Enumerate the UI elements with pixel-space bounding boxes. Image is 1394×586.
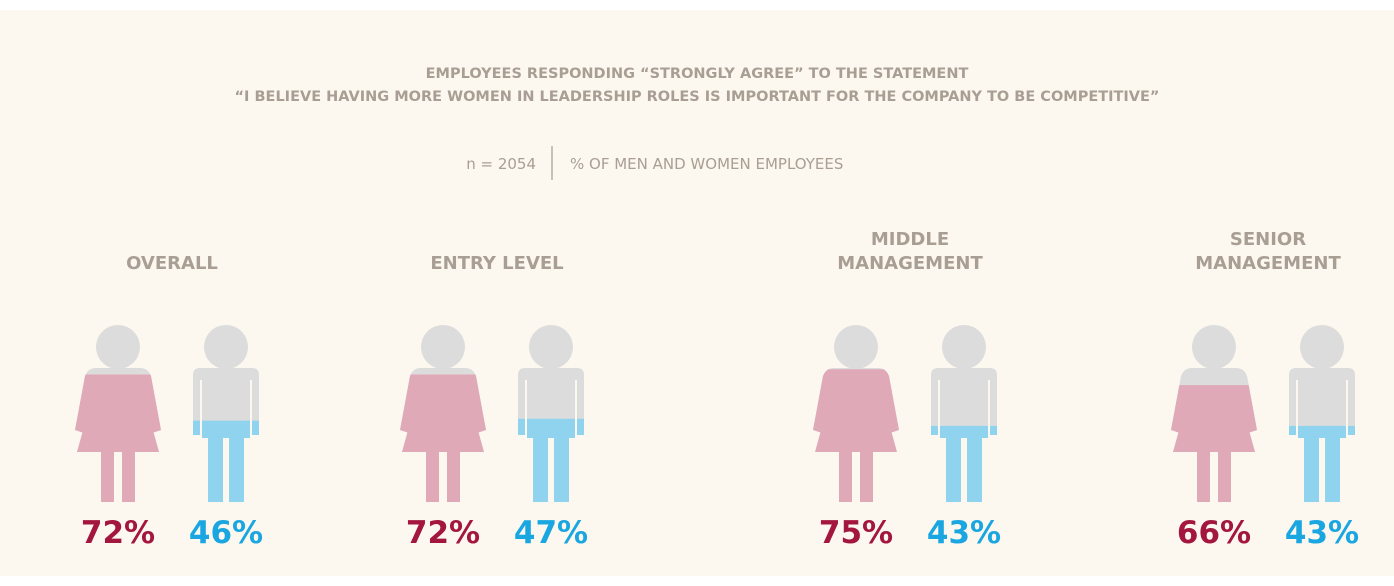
head xyxy=(96,325,140,369)
figure-fill xyxy=(518,418,584,502)
leg xyxy=(229,436,244,502)
leg xyxy=(1325,436,1340,502)
leg xyxy=(426,450,439,502)
category-label: OVERALL xyxy=(126,253,218,274)
leg xyxy=(860,450,873,502)
body xyxy=(813,369,899,452)
value-label: 72% xyxy=(406,515,480,551)
value-label: 72% xyxy=(81,515,155,551)
body xyxy=(193,368,259,438)
leg xyxy=(1197,450,1210,502)
leg xyxy=(533,436,548,502)
head xyxy=(834,325,878,369)
figure-outline xyxy=(1289,325,1355,502)
figure-fill xyxy=(400,374,486,502)
body xyxy=(193,420,259,438)
figure-outline xyxy=(931,325,997,502)
leg xyxy=(554,436,569,502)
figure-fill xyxy=(1171,385,1257,502)
value-label: 47% xyxy=(514,515,588,551)
body xyxy=(75,374,161,452)
body xyxy=(518,418,584,438)
category-label: ENTRY LEVEL xyxy=(430,253,564,274)
leg xyxy=(101,450,114,502)
leg xyxy=(1304,436,1319,502)
value-label: 43% xyxy=(1285,515,1359,551)
leg xyxy=(967,436,982,502)
value-label: 43% xyxy=(927,515,1001,551)
subtitle: % OF MEN AND WOMEN EMPLOYEES xyxy=(570,155,843,173)
figure-outline xyxy=(193,325,259,502)
value-label: 46% xyxy=(189,515,263,551)
sample-size: n = 2054 xyxy=(466,155,536,173)
leg xyxy=(208,436,223,502)
leg xyxy=(1218,450,1231,502)
head xyxy=(529,325,573,369)
category-label: MIDDLE MANAGEMENT xyxy=(837,229,983,274)
figure-fill xyxy=(193,420,259,502)
title-line: EMPLOYEES RESPONDING “STRONGLY AGREE” TO… xyxy=(426,66,969,82)
figure-outline xyxy=(518,325,584,502)
body xyxy=(400,374,486,452)
leg xyxy=(839,450,852,502)
title-line: “I BELIEVE HAVING MORE WOMEN IN LEADERSH… xyxy=(235,89,1160,105)
figure-fill xyxy=(931,425,997,502)
figure-fill xyxy=(813,369,899,502)
body xyxy=(931,368,997,438)
figure-fill xyxy=(1289,425,1355,502)
body xyxy=(1289,425,1355,438)
head xyxy=(1192,325,1236,369)
leg xyxy=(946,436,961,502)
body xyxy=(1171,385,1257,452)
figure-fill xyxy=(75,374,161,502)
value-label: 75% xyxy=(819,515,893,551)
body xyxy=(1289,368,1355,438)
value-label: 66% xyxy=(1177,515,1251,551)
body xyxy=(931,425,997,438)
head xyxy=(421,325,465,369)
category-label: SENIOR MANAGEMENT xyxy=(1195,229,1341,274)
leg xyxy=(447,450,460,502)
head xyxy=(1300,325,1344,369)
leg xyxy=(122,450,135,502)
head xyxy=(942,325,986,369)
head xyxy=(204,325,248,369)
